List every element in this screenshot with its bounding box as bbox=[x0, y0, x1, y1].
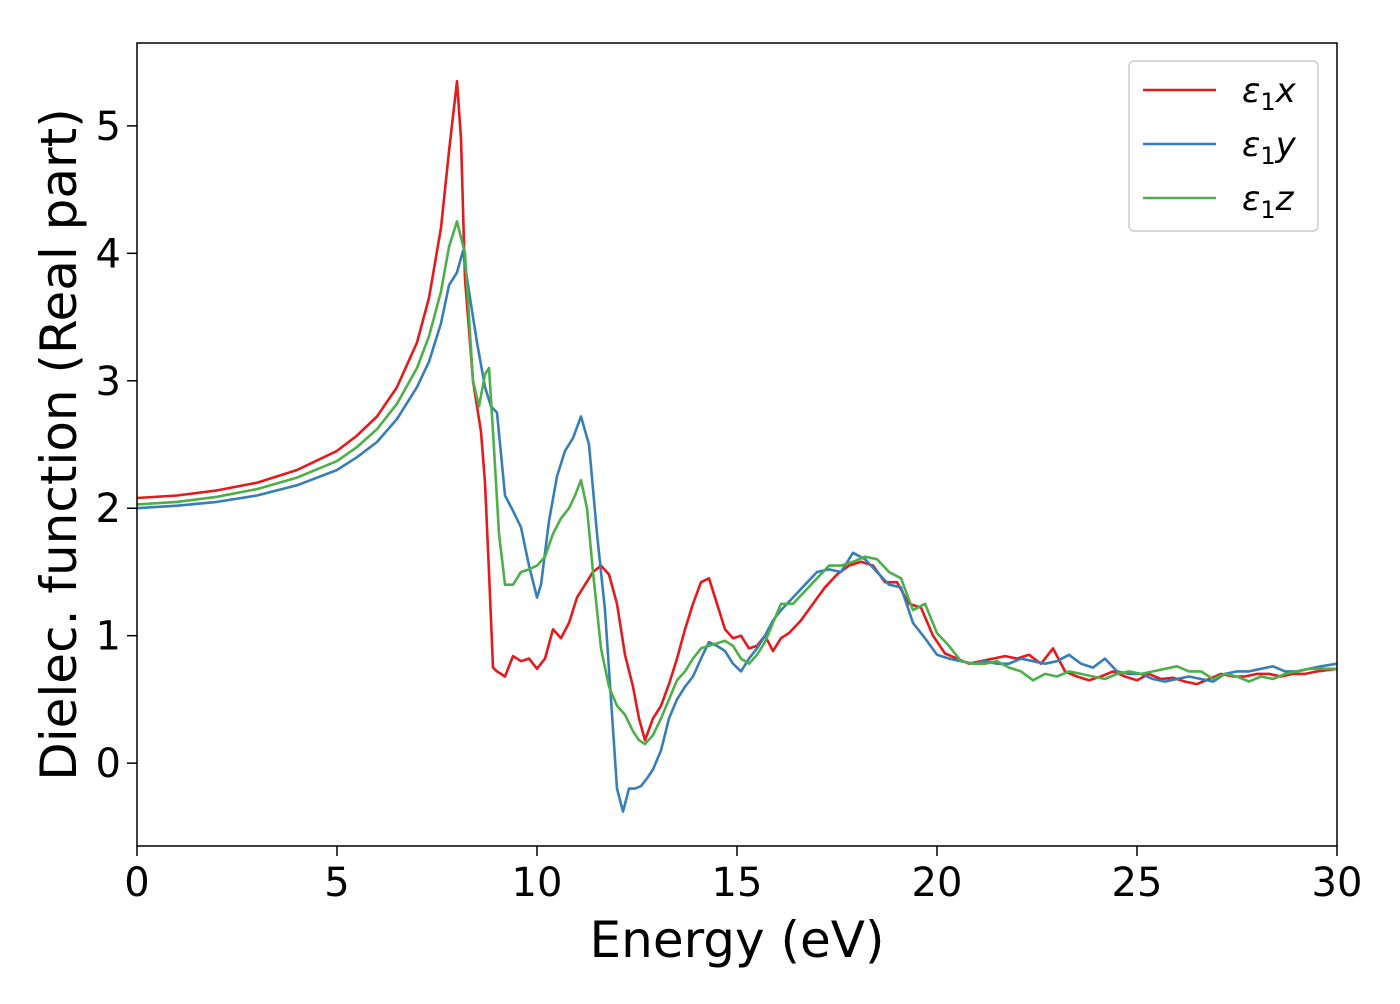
y-tick-label: 4 bbox=[96, 231, 121, 277]
legend-label-base: ε bbox=[1242, 71, 1260, 111]
legend-label-subscript: 1 bbox=[1260, 142, 1275, 170]
legend-label-z: ε1z bbox=[1242, 179, 1295, 224]
legend-label-subscript: 1 bbox=[1260, 88, 1275, 116]
legend-label-suffix: z bbox=[1275, 179, 1295, 219]
y-axis-label: Dielec. function (Real part) bbox=[30, 108, 88, 780]
legend-label-suffix: x bbox=[1275, 71, 1297, 111]
y-tick-label: 1 bbox=[96, 614, 121, 660]
y-axis-ticks: 0 1 2 3 4 5 bbox=[96, 104, 137, 787]
legend-label-base: ε bbox=[1242, 125, 1260, 165]
y-tick-label: 3 bbox=[96, 359, 121, 405]
x-tick-label: 20 bbox=[912, 860, 963, 906]
series-line-z bbox=[137, 220, 1337, 746]
x-tick-label: 10 bbox=[512, 860, 563, 906]
legend-label-y: ε1y bbox=[1242, 125, 1297, 170]
x-tick-label: 25 bbox=[1112, 860, 1163, 906]
x-tick-label: 0 bbox=[124, 860, 149, 906]
x-tick-label: 30 bbox=[1312, 860, 1363, 906]
x-axis-ticks: 0 5 10 15 20 25 30 bbox=[124, 846, 1362, 906]
legend-label-suffix: y bbox=[1275, 125, 1297, 165]
y-tick-label: 0 bbox=[96, 741, 121, 787]
y-tick-label: 5 bbox=[96, 104, 121, 150]
x-axis-label: Energy (eV) bbox=[590, 911, 885, 969]
x-tick-label: 5 bbox=[324, 860, 349, 906]
series-layer bbox=[137, 79, 1337, 813]
legend-box bbox=[1128, 60, 1319, 232]
series-line-y bbox=[137, 249, 1337, 813]
legend-label-base: ε bbox=[1242, 179, 1260, 219]
legend-label-x: ε1x bbox=[1242, 71, 1297, 116]
legend-label-subscript: 1 bbox=[1260, 196, 1275, 224]
y-tick-label: 2 bbox=[96, 486, 121, 532]
x-tick-label: 15 bbox=[712, 860, 763, 906]
series-line-x bbox=[137, 79, 1337, 742]
